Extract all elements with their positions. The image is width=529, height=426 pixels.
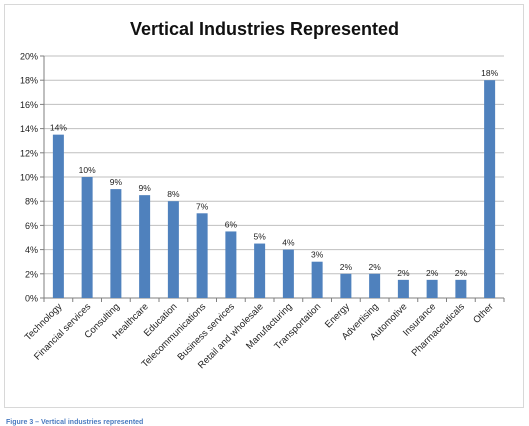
data-label: 18%	[481, 68, 498, 78]
bar	[311, 261, 323, 298]
data-label: 9%	[110, 177, 123, 187]
bar	[52, 134, 64, 298]
bar	[167, 201, 179, 298]
bar	[340, 273, 352, 298]
y-tick-label: 12%	[20, 148, 38, 158]
figure-caption: Figure 3 – Vertical industries represent…	[6, 419, 144, 426]
data-label: 6%	[225, 219, 238, 229]
bar	[455, 279, 467, 298]
bar	[426, 279, 438, 298]
bar	[81, 177, 93, 298]
data-label: 2%	[368, 262, 381, 272]
data-label: 3%	[311, 250, 324, 260]
y-tick-label: 6%	[25, 221, 38, 231]
y-tick-label: 0%	[25, 294, 38, 304]
y-tick-label: 4%	[25, 245, 38, 255]
y-tick-label: 16%	[20, 100, 38, 110]
y-tick-label: 14%	[20, 124, 38, 134]
data-label: 5%	[253, 232, 266, 242]
data-label: 14%	[50, 123, 67, 133]
bar	[254, 243, 266, 298]
bar	[484, 80, 496, 298]
bar	[369, 273, 381, 298]
data-label: 8%	[167, 189, 180, 199]
data-label: 10%	[79, 165, 96, 175]
data-label: 2%	[426, 268, 439, 278]
x-tick-label: Other	[471, 301, 496, 326]
data-label: 2%	[340, 262, 353, 272]
y-tick-label: 20%	[20, 52, 38, 62]
bar	[225, 231, 237, 298]
y-tick-label: 18%	[20, 76, 38, 86]
data-label: 7%	[196, 201, 209, 211]
x-tick-label: Pharmaceuticals	[410, 301, 468, 359]
bar	[282, 249, 294, 298]
data-label: 2%	[455, 268, 468, 278]
data-label: 9%	[138, 183, 151, 193]
bar	[110, 189, 122, 298]
bar	[397, 279, 409, 298]
y-tick-label: 8%	[25, 197, 38, 207]
bar	[139, 195, 151, 298]
y-tick-label: 10%	[20, 173, 38, 183]
data-label: 4%	[282, 238, 295, 248]
y-tick-label: 2%	[25, 269, 38, 279]
bar	[196, 213, 208, 298]
chart-title: Vertical Industries Represented	[129, 19, 400, 39]
data-label: 2%	[397, 268, 410, 278]
